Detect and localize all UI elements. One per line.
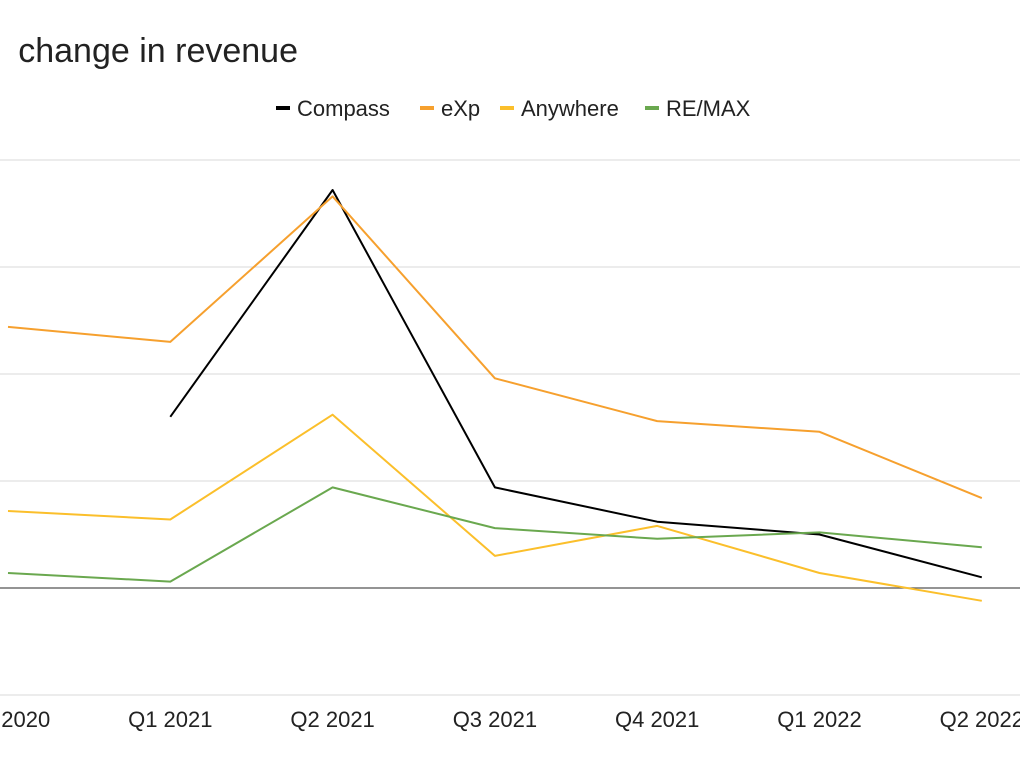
x-tick-label: Q4 2020 (0, 707, 50, 732)
legend-item: Anywhere (500, 96, 619, 121)
series-line-anywhere (7, 413, 982, 602)
chart-title: change in revenue (18, 32, 298, 70)
legend-label: Compass (297, 96, 390, 121)
legend-label: Anywhere (521, 96, 619, 121)
legend-item: Compass (276, 96, 390, 121)
x-tick-label: Q1 2021 (128, 707, 212, 732)
x-tick-label: Q4 2021 (615, 707, 699, 732)
x-tick-label: Q2 2021 (290, 707, 374, 732)
legend-item: eXp (420, 96, 480, 121)
legend-label: eXp (441, 96, 480, 121)
x-tick-label: Q1 2022 (777, 707, 861, 732)
legend-label: RE/MAX (666, 96, 751, 121)
legend-item: RE/MAX (645, 96, 751, 121)
x-tick-label: Q3 2021 (453, 707, 537, 732)
series-line-compass (169, 189, 983, 579)
legend: Compass eXp Anywhere RE/MAX (276, 96, 751, 121)
x-tick-label: Q2 2022 (940, 707, 1020, 732)
x-axis-labels: Q4 2020 Q1 2021 Q2 2021 Q3 2021 Q4 2021 Q1 20… (0, 707, 1020, 732)
gridlines (0, 159, 1020, 696)
series-line-re-max (7, 486, 982, 583)
series-line-exp (7, 195, 983, 500)
series-lines (7, 189, 983, 602)
